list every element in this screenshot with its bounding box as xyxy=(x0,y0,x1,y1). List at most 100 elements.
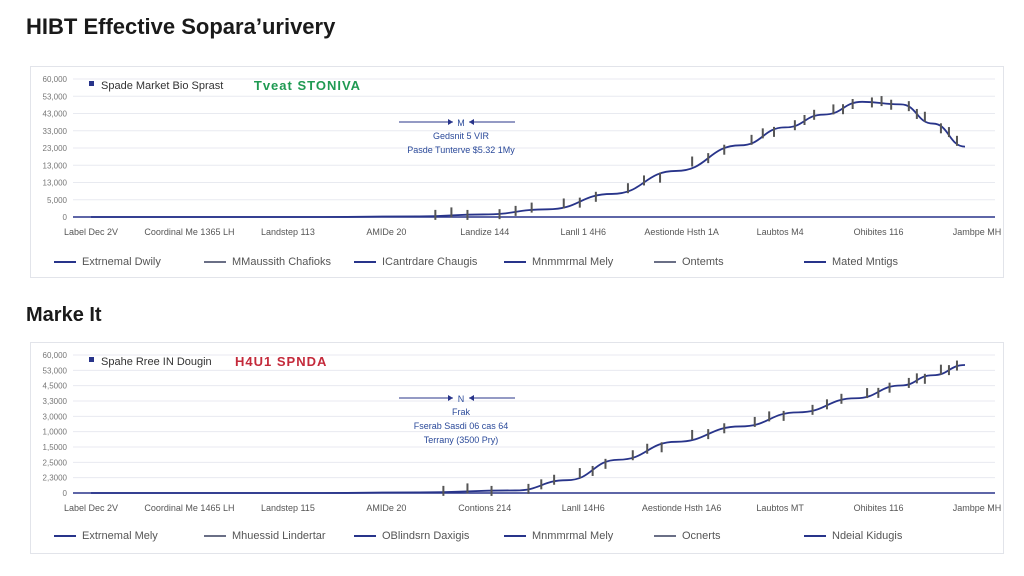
y-tick-label: 53,000 xyxy=(43,92,68,101)
y-tick-label: 5,000 xyxy=(47,196,68,205)
x-tick-label: Ohibites 116 xyxy=(854,503,904,513)
legend-label: OBlindsrn Daxigis xyxy=(382,530,470,542)
legend-item: Extrnemal Mely xyxy=(54,530,158,542)
x-tick-label: Label Dec 2V xyxy=(64,227,118,237)
x-tick-label: Coordinal Me 1365 LH xyxy=(144,227,234,237)
x-tick-label: Landstep 115 xyxy=(261,503,315,513)
legend-item: OBlindsrn Daxigis xyxy=(354,530,469,542)
x-tick-label: Aestionde Hsth 1A6 xyxy=(642,503,722,513)
legend-swatch xyxy=(54,535,76,537)
arrow-head-icon xyxy=(469,119,474,125)
legend-item: Extrnemal Dwily xyxy=(54,256,161,268)
legend-label: Ndeial Kidugis xyxy=(832,530,903,542)
legend-swatch xyxy=(354,535,376,537)
x-tick-label: AMIDe 20 xyxy=(366,503,406,513)
legend-swatch xyxy=(654,261,676,263)
legend-item: Ontemts xyxy=(654,256,724,268)
y-tick-label: 60,000 xyxy=(43,75,68,84)
legend-label: Mated Mntigs xyxy=(832,256,899,268)
x-tick-label: Laubtos M4 xyxy=(757,227,804,237)
legend-item: Mnmmrmal Mely xyxy=(504,256,613,268)
chart-2: 60,000 53,000 4,5000 3,3000 3,0000 1,0000 1,50… xyxy=(43,351,1002,513)
legend-label: Extrnemal Dwily xyxy=(82,256,161,268)
series-tag: Tveat STONIVA xyxy=(254,78,361,93)
y-tick-label: 0 xyxy=(63,489,68,498)
legend-swatch xyxy=(204,261,226,263)
legend-swatch xyxy=(54,261,76,263)
page-title: HIBT Effective Sopara’urivery xyxy=(26,14,336,39)
series-line xyxy=(91,364,966,494)
x-tick-label: Aestionde Hsth 1A xyxy=(644,227,719,237)
x-tick-label: Contions 214 xyxy=(458,503,511,513)
legend-swatch xyxy=(804,261,826,263)
y-tick-label: 0 xyxy=(63,213,68,222)
legend-item: ICantrdare Chaugis xyxy=(354,256,477,268)
y-tick-label: 1,5000 xyxy=(43,443,68,452)
chart-panel-1: 60,000 53,000 43,000 33,000 23,000 13,000 13,0… xyxy=(30,66,1004,278)
legend-item: Ocnerts xyxy=(654,530,721,542)
legend-label: Mnmmrmal Mely xyxy=(532,530,614,542)
x-tick-label: Laubtos MT xyxy=(756,503,804,513)
y-tick-label: 2,5000 xyxy=(43,458,68,467)
legend-swatch xyxy=(354,261,376,263)
annotation-text: Frak xyxy=(452,407,471,417)
legend-swatch xyxy=(804,535,826,537)
annotation-text: Fserab Sasdi 06 cas 64 xyxy=(414,421,509,431)
y-tick-label: 43,000 xyxy=(43,110,68,119)
legend-label: Ocnerts xyxy=(682,530,721,542)
legend-swatch xyxy=(654,535,676,537)
legend-swatch xyxy=(204,535,226,537)
series-swatch xyxy=(89,81,94,86)
annotation-text: Gedsnit 5 VIR xyxy=(433,131,490,141)
chart-2-legend: Extrnemal Mely Mhuessid Lindertar OBlindsr… xyxy=(54,530,954,550)
legend-item: Mhuessid Lindertar xyxy=(204,530,326,542)
x-tick-label: Landize 144 xyxy=(460,227,509,237)
y-tick-label: 53,000 xyxy=(43,366,68,375)
y-tick-label: 3,0000 xyxy=(43,412,68,421)
chart-panel-2: 60,000 53,000 4,5000 3,3000 3,0000 1,0000 1,50… xyxy=(30,342,1004,554)
x-tick-label: Label Dec 2V xyxy=(64,503,118,513)
chart-1: 60,000 53,000 43,000 33,000 23,000 13,000 13,0… xyxy=(43,75,1002,237)
y-tick-label: 3,3000 xyxy=(43,397,68,406)
x-tick-label: AMIDe 20 xyxy=(366,227,406,237)
series-tag: H4U1 SPNDA xyxy=(235,354,327,369)
series-label: Spade Market Bio Sprast xyxy=(101,80,223,92)
section-title: Marke It xyxy=(26,304,102,326)
y-tick-label: 2,3000 xyxy=(43,474,68,483)
annotation-text: Pasde Tunterve $5.32 1My xyxy=(407,145,515,155)
x-tick-label: Lanll 14H6 xyxy=(562,503,605,513)
x-tick-label: Jambpe MH xyxy=(953,227,1002,237)
legend-label: Ontemts xyxy=(682,256,724,268)
annotation-text: Terrany (3500 Pry) xyxy=(424,435,499,445)
legend-label: Extrnemal Mely xyxy=(82,530,158,542)
series-line xyxy=(91,100,966,218)
annotation-marker: N xyxy=(458,394,465,404)
arrow-head-icon xyxy=(469,395,474,401)
y-tick-label: 4,5000 xyxy=(43,382,68,391)
y-tick-label: 33,000 xyxy=(43,127,68,136)
x-tick-label: Ohibites 116 xyxy=(854,227,904,237)
series-swatch xyxy=(89,357,94,362)
legend-label: Mhuessid Lindertar xyxy=(232,530,326,542)
series-label: Spahe Rree IN Dougin xyxy=(101,356,212,368)
y-tick-label: 1,0000 xyxy=(43,428,68,437)
legend-item: Ndeial Kidugis xyxy=(804,530,902,542)
x-tick-label: Lanll 1 4H6 xyxy=(560,227,606,237)
legend-swatch xyxy=(504,535,526,537)
arrow-head-icon xyxy=(448,395,453,401)
legend-item: MMaussith Chafioks xyxy=(204,256,331,268)
chart-1-legend: Extrnemal Dwily MMaussith Chafioks ICantrd… xyxy=(54,256,954,276)
x-tick-label: Landstep 113 xyxy=(261,227,315,237)
legend-label: ICantrdare Chaugis xyxy=(382,256,478,268)
legend-swatch xyxy=(504,261,526,263)
legend-item: Mnmmrmal Mely xyxy=(504,530,613,542)
x-tick-label: Jambpe MH xyxy=(953,503,1002,513)
legend-label: MMaussith Chafioks xyxy=(232,256,332,268)
y-tick-label: 13,000 xyxy=(43,161,68,170)
y-tick-label: 13,000 xyxy=(43,179,68,188)
legend-label: Mnmmrmal Mely xyxy=(532,256,614,268)
x-tick-label: Coordinal Me 1465 LH xyxy=(144,503,234,513)
y-tick-label: 23,000 xyxy=(43,144,68,153)
legend-item: Mated Mntigs xyxy=(804,256,898,268)
arrow-head-icon xyxy=(448,119,453,125)
